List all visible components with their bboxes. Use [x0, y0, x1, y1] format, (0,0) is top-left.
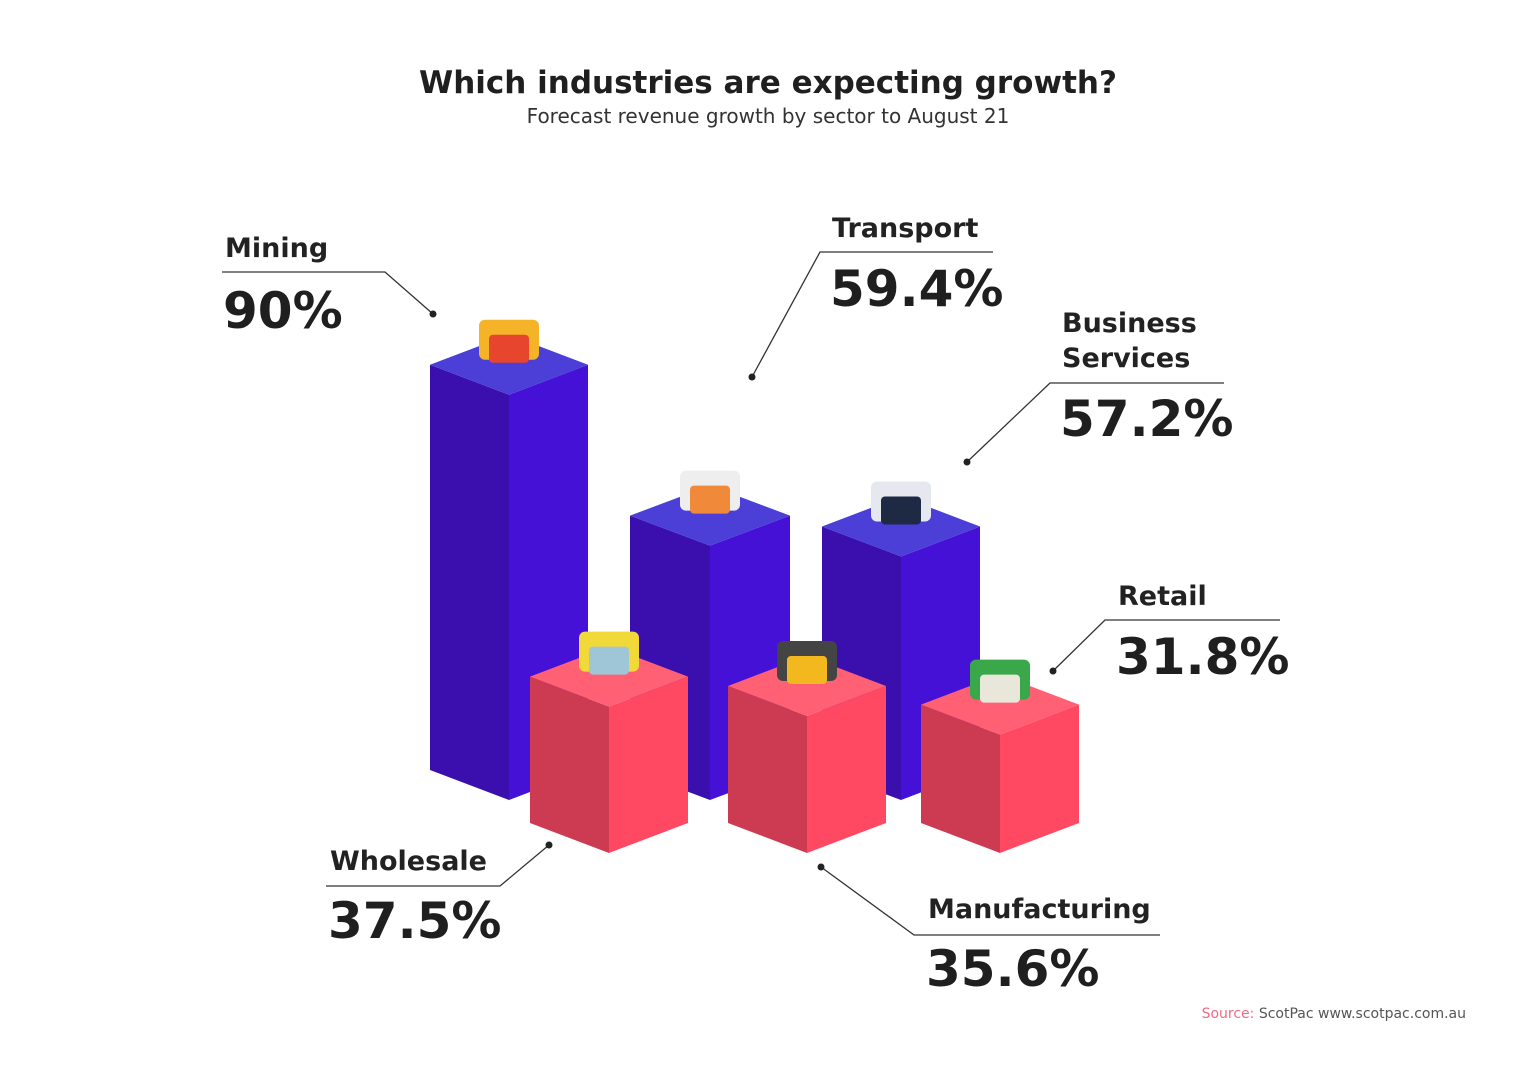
source-note: Source: ScotPac www.scotpac.com.au	[1202, 1006, 1466, 1022]
value-label: 35.6%	[926, 940, 1099, 998]
leader-line	[820, 866, 1160, 936]
category-label: Retail	[1118, 581, 1207, 612]
category-label: Services	[1062, 343, 1190, 374]
warehouse-icon	[579, 631, 639, 675]
value-label: 57.2%	[1060, 390, 1233, 448]
leader-dot	[963, 458, 971, 466]
bar-top-face	[530, 646, 688, 707]
bar-top-face	[630, 485, 790, 546]
category-label: Manufacturing	[928, 894, 1151, 925]
bar-left-face	[430, 364, 509, 800]
bar-left-face	[530, 676, 609, 853]
chart-subtitle: Forecast revenue growth by sector to Aug…	[527, 104, 1010, 128]
bar-right-face	[609, 676, 688, 853]
leader-line	[326, 844, 550, 887]
bar-top-face	[822, 496, 980, 557]
mining-excavator-icon	[479, 319, 539, 363]
value-label: 90%	[223, 282, 343, 340]
chart-title: Which industries are expecting growth?	[419, 65, 1117, 101]
labels: Mining 90% Transport 59.4% Business Services 5…	[222, 213, 1289, 998]
source-text: ScotPac www.scotpac.com.au	[1254, 1006, 1466, 1022]
leader-dot	[1049, 667, 1057, 675]
category-label: Business	[1062, 308, 1197, 339]
label-mining: Mining 90%	[222, 233, 437, 340]
bar-left-face	[728, 685, 807, 853]
leader-line	[751, 251, 993, 378]
bar-top-face	[430, 334, 588, 395]
label-transport: Transport 59.4%	[748, 213, 1003, 381]
leader-line	[1052, 619, 1280, 672]
bar-left-face	[921, 704, 1000, 853]
category-label: Wholesale	[330, 846, 487, 877]
category-label: Mining	[225, 233, 328, 264]
bar-retail	[921, 659, 1079, 853]
label-business-services: Business Services 57.2%	[963, 308, 1233, 466]
delivery-truck-icon	[680, 470, 740, 514]
bar-manufacturing	[728, 640, 886, 853]
bar-wholesale	[530, 631, 688, 853]
bar-right-face	[807, 685, 886, 853]
source-prefix: Source:	[1202, 1006, 1255, 1022]
bar-right-face	[1000, 704, 1079, 853]
bar-top-face	[728, 655, 886, 716]
leader-dot	[817, 863, 825, 871]
business-handshake-icon	[871, 481, 931, 525]
value-label: 31.8%	[1116, 628, 1289, 686]
bars	[430, 319, 1079, 853]
leader-dot	[429, 310, 437, 318]
label-manufacturing: Manufacturing 35.6%	[817, 863, 1160, 998]
value-label: 37.5%	[328, 892, 501, 950]
robotic-arm-icon	[777, 640, 837, 684]
market-store-icon	[970, 659, 1030, 703]
leader-line	[222, 271, 434, 315]
leader-dot	[748, 373, 756, 381]
leader-line	[966, 382, 1224, 463]
leader-dot	[545, 841, 553, 849]
category-label: Transport	[832, 213, 978, 244]
label-retail: Retail 31.8%	[1049, 581, 1289, 686]
label-wholesale: Wholesale 37.5%	[326, 841, 553, 950]
bar-top-face	[921, 674, 1079, 735]
value-label: 59.4%	[830, 260, 1003, 318]
